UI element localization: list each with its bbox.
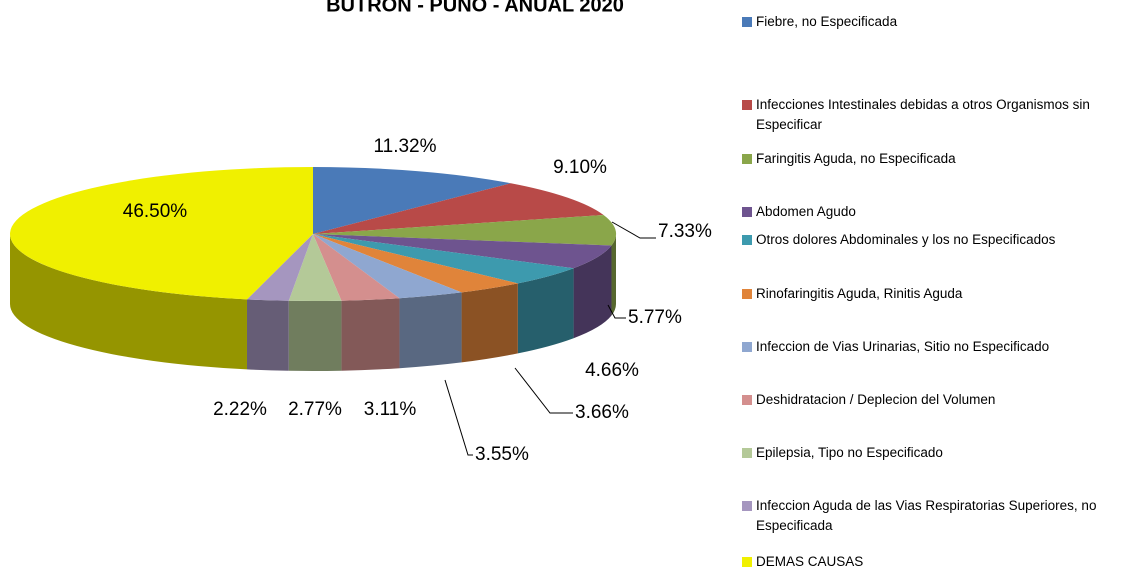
legend-item: Infeccion de Vias Urinarias, Sitio no Es… xyxy=(742,337,1114,357)
data-label: 3.66% xyxy=(575,402,629,423)
slice-side xyxy=(461,283,518,363)
slice-side xyxy=(611,234,616,316)
leader-line xyxy=(444,379,473,456)
data-label: 46.50% xyxy=(123,201,188,222)
legend-swatch xyxy=(742,342,752,352)
slice xyxy=(313,214,617,246)
slice xyxy=(313,234,574,284)
legend-label: Faringitis Aguda, no Especificada xyxy=(756,151,956,166)
legend-item: Rinofaringitis Aguda, Rinitis Aguda xyxy=(742,284,1114,304)
legend-swatch xyxy=(742,235,752,245)
legend-label: Infeccion Aguda de las Vias Respiratoria… xyxy=(756,498,1097,533)
legend-swatch xyxy=(742,100,752,110)
legend-swatch xyxy=(742,207,752,217)
slice xyxy=(9,167,314,300)
legend-label: DEMAS CAUSAS xyxy=(756,554,864,567)
legend-label: Epilepsia, Tipo no Especificado xyxy=(756,445,943,460)
slice-side xyxy=(288,300,342,371)
legend-label: Rinofaringitis Aguda, Rinitis Aguda xyxy=(756,286,963,301)
legend-label: Abdomen Agudo xyxy=(756,204,856,219)
data-label: 2.22% xyxy=(213,399,267,420)
slice xyxy=(246,234,313,301)
data-label: 3.55% xyxy=(475,444,529,465)
slice xyxy=(313,234,518,293)
legend-item: Epilepsia, Tipo no Especificado xyxy=(742,443,1114,463)
legend-label: Infeccion de Vias Urinarias, Sitio no Es… xyxy=(756,339,1050,354)
leader-line xyxy=(611,221,656,239)
legend-swatch xyxy=(742,501,752,511)
legend-swatch xyxy=(742,448,752,458)
legend-item: Otros dolores Abdominales y los no Espec… xyxy=(742,230,1114,250)
legend-label: Infecciones Intestinales debidas a otros… xyxy=(756,97,1090,132)
legend-swatch xyxy=(742,154,752,164)
slice-side xyxy=(10,234,247,370)
slice xyxy=(313,234,462,299)
slice xyxy=(288,234,342,301)
slice xyxy=(313,234,612,269)
slice-side xyxy=(246,299,289,371)
legend-item: Deshidratacion / Deplecion del Volumen xyxy=(742,390,1114,410)
legend-item: Abdomen Agudo xyxy=(742,202,1114,222)
legend-item: Faringitis Aguda, no Especificada xyxy=(742,149,1114,169)
slice-side xyxy=(399,292,462,369)
data-label: 11.32% xyxy=(373,136,436,157)
slice xyxy=(313,234,400,301)
data-label: 2.77% xyxy=(288,399,342,420)
slice-side xyxy=(573,245,612,339)
data-label: 3.11% xyxy=(364,399,417,420)
legend-label: Otros dolores Abdominales y los no Espec… xyxy=(756,232,1056,247)
legend-swatch xyxy=(742,395,752,405)
legend-item: DEMAS CAUSAS xyxy=(742,552,1114,567)
slice-side xyxy=(341,298,400,371)
legend-item: Infecciones Intestinales debidas a otros… xyxy=(742,95,1114,135)
legend-label: Deshidratacion / Deplecion del Volumen xyxy=(756,392,996,407)
legend-label: Fiebre, no Especificada xyxy=(756,14,898,29)
legend-item: Infeccion Aguda de las Vias Respiratoria… xyxy=(742,496,1114,536)
legend-swatch xyxy=(742,289,752,299)
legend-swatch xyxy=(742,557,752,567)
slice xyxy=(313,183,604,234)
data-label: 9.10% xyxy=(553,157,607,178)
chart-title: BUTRON - PUNO - ANUAL 2020 xyxy=(326,0,624,16)
data-label: 5.77% xyxy=(628,307,682,328)
legend-item: Fiebre, no Especificada xyxy=(742,12,1114,32)
leader-line xyxy=(514,367,573,414)
slice-side xyxy=(517,268,574,354)
slice xyxy=(313,167,511,234)
data-label: 4.66% xyxy=(585,360,639,381)
leader-line xyxy=(607,304,626,319)
data-label: 7.33% xyxy=(658,221,712,242)
legend-swatch xyxy=(742,17,752,27)
